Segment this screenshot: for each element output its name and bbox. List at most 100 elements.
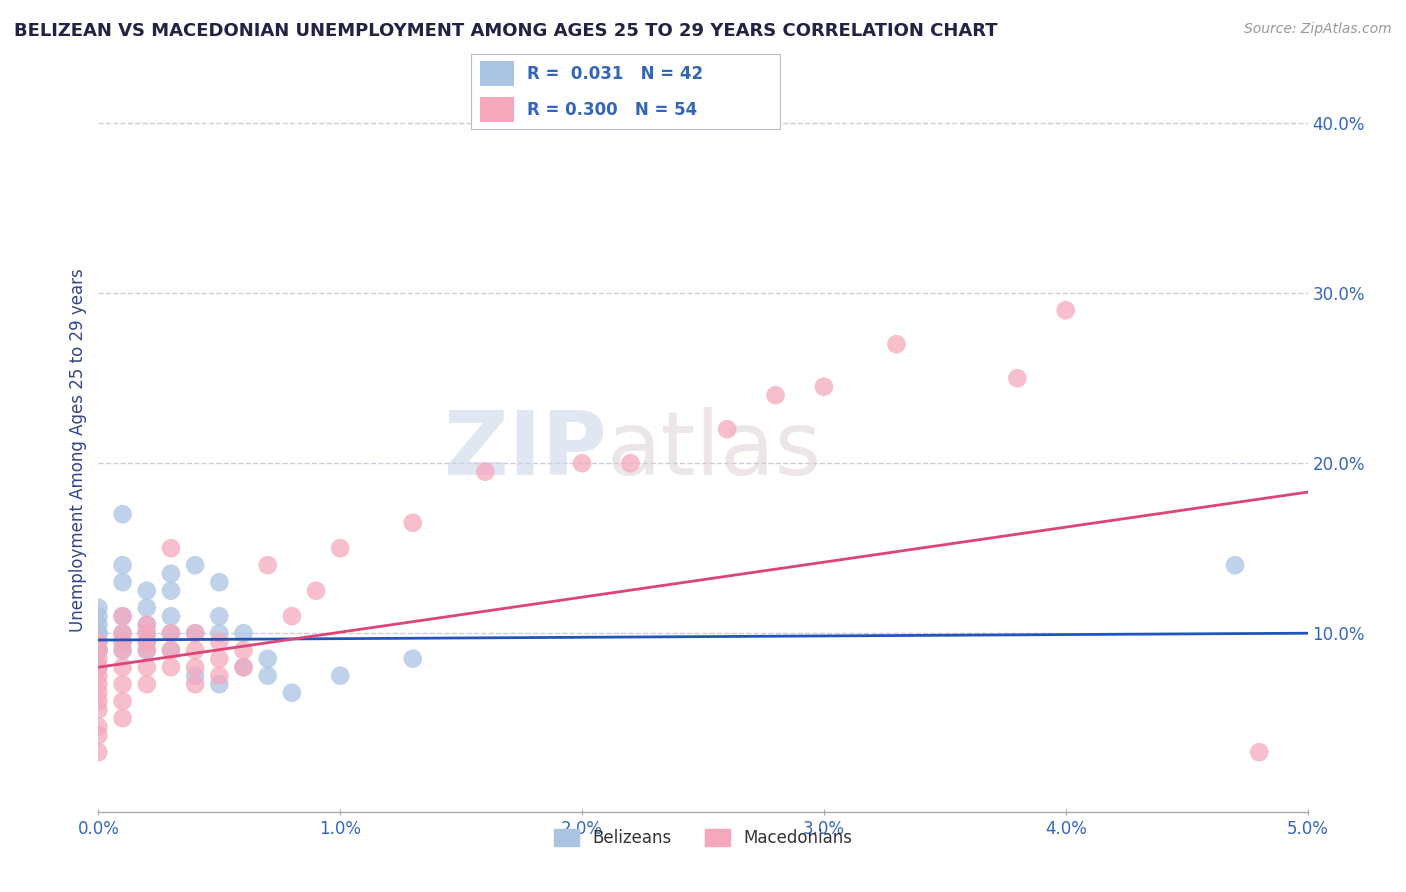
- Point: [208, 677, 231, 691]
- Point: [87, 728, 110, 742]
- Point: [232, 643, 254, 657]
- Point: [232, 660, 254, 674]
- Point: [160, 566, 183, 581]
- Point: [111, 558, 134, 573]
- Point: [402, 516, 425, 530]
- Point: [87, 643, 110, 657]
- FancyBboxPatch shape: [481, 62, 515, 87]
- Point: [87, 600, 110, 615]
- Point: [111, 643, 134, 657]
- Point: [329, 669, 352, 683]
- Point: [111, 626, 134, 640]
- Point: [87, 720, 110, 734]
- Point: [87, 677, 110, 691]
- Point: [160, 609, 183, 624]
- Point: [1007, 371, 1029, 385]
- Point: [208, 634, 231, 648]
- Text: Source: ZipAtlas.com: Source: ZipAtlas.com: [1244, 22, 1392, 37]
- Point: [1223, 558, 1246, 573]
- Point: [111, 634, 134, 648]
- Point: [135, 583, 157, 598]
- Point: [87, 609, 110, 624]
- Point: [87, 626, 110, 640]
- Point: [87, 745, 110, 759]
- Point: [111, 626, 134, 640]
- Point: [111, 609, 134, 624]
- Point: [329, 541, 352, 556]
- Point: [111, 507, 134, 521]
- Point: [402, 651, 425, 665]
- Point: [160, 626, 183, 640]
- Point: [87, 651, 110, 665]
- Point: [160, 626, 183, 640]
- Point: [716, 422, 738, 436]
- Point: [87, 694, 110, 708]
- Point: [208, 609, 231, 624]
- Point: [184, 660, 207, 674]
- Point: [208, 669, 231, 683]
- Point: [1054, 303, 1077, 318]
- Point: [87, 669, 110, 683]
- Point: [184, 677, 207, 691]
- Point: [184, 626, 207, 640]
- Point: [135, 643, 157, 657]
- Point: [111, 711, 134, 725]
- Point: [256, 669, 278, 683]
- Point: [111, 609, 134, 624]
- Point: [474, 465, 496, 479]
- Point: [111, 634, 134, 648]
- Point: [160, 660, 183, 674]
- Point: [281, 609, 304, 624]
- Point: [208, 626, 231, 640]
- Point: [765, 388, 787, 402]
- Point: [135, 634, 157, 648]
- Point: [87, 617, 110, 632]
- Point: [184, 626, 207, 640]
- Point: [208, 651, 231, 665]
- Y-axis label: Unemployment Among Ages 25 to 29 years: Unemployment Among Ages 25 to 29 years: [69, 268, 87, 632]
- Point: [87, 626, 110, 640]
- Point: [87, 634, 110, 648]
- Point: [87, 643, 110, 657]
- Point: [813, 380, 835, 394]
- FancyBboxPatch shape: [481, 96, 515, 122]
- Point: [160, 643, 183, 657]
- Point: [135, 617, 157, 632]
- Point: [135, 600, 157, 615]
- Point: [87, 703, 110, 717]
- Text: BELIZEAN VS MACEDONIAN UNEMPLOYMENT AMONG AGES 25 TO 29 YEARS CORRELATION CHART: BELIZEAN VS MACEDONIAN UNEMPLOYMENT AMON…: [14, 22, 998, 40]
- Point: [619, 456, 641, 470]
- Legend: Belizeans, Macedonians: Belizeans, Macedonians: [547, 822, 859, 854]
- Point: [232, 660, 254, 674]
- Point: [305, 583, 328, 598]
- Point: [281, 686, 304, 700]
- Point: [111, 660, 134, 674]
- Text: ZIP: ZIP: [443, 407, 606, 494]
- Point: [160, 583, 183, 598]
- Point: [184, 669, 207, 683]
- Point: [135, 643, 157, 657]
- Point: [111, 694, 134, 708]
- Point: [256, 651, 278, 665]
- Point: [111, 643, 134, 657]
- Point: [256, 558, 278, 573]
- Point: [571, 456, 593, 470]
- Point: [208, 575, 231, 590]
- Point: [160, 643, 183, 657]
- Point: [87, 686, 110, 700]
- Point: [87, 660, 110, 674]
- Point: [135, 634, 157, 648]
- Point: [232, 626, 254, 640]
- Point: [886, 337, 908, 351]
- Point: [111, 677, 134, 691]
- Point: [87, 643, 110, 657]
- Text: R = 0.300   N = 54: R = 0.300 N = 54: [527, 101, 697, 119]
- Point: [184, 643, 207, 657]
- Point: [111, 575, 134, 590]
- Point: [87, 660, 110, 674]
- Point: [135, 677, 157, 691]
- Point: [135, 660, 157, 674]
- Text: atlas: atlas: [606, 407, 821, 494]
- Point: [87, 634, 110, 648]
- Point: [135, 626, 157, 640]
